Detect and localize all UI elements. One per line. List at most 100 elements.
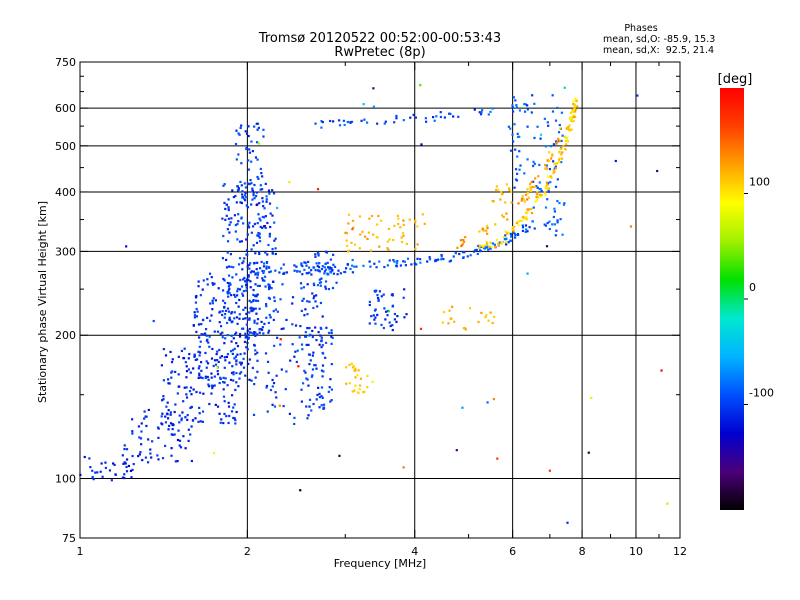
data-point <box>525 228 528 231</box>
data-point <box>170 360 174 364</box>
data-point <box>193 314 197 317</box>
data-point <box>241 292 244 295</box>
data-point <box>547 187 550 190</box>
data-point <box>374 316 377 319</box>
data-point <box>232 406 235 409</box>
data-point <box>274 247 277 250</box>
data-point <box>300 262 303 265</box>
data-point <box>487 248 490 251</box>
data-point <box>258 331 261 334</box>
data-point <box>250 182 253 185</box>
data-point <box>509 239 512 242</box>
data-point <box>489 247 492 250</box>
data-point <box>96 471 99 474</box>
data-point <box>257 231 260 235</box>
data-point <box>206 362 210 365</box>
data-point <box>564 139 567 143</box>
data-point <box>491 242 495 245</box>
data-point <box>321 265 324 268</box>
data-point <box>543 117 546 120</box>
data-point <box>377 214 380 218</box>
data-point <box>279 298 282 301</box>
data-point <box>208 335 211 338</box>
data-point <box>415 263 418 266</box>
data-point <box>265 386 268 389</box>
data-point <box>230 294 233 297</box>
data-point <box>461 406 464 409</box>
data-point <box>198 391 202 394</box>
data-point <box>454 251 457 254</box>
data-point <box>440 254 443 257</box>
data-point <box>314 364 317 367</box>
data-point <box>505 243 508 246</box>
data-point <box>94 471 97 474</box>
data-point <box>250 331 253 334</box>
data-point <box>511 228 514 231</box>
data-point <box>391 305 394 308</box>
data-point <box>352 364 355 368</box>
data-point <box>491 107 494 110</box>
data-point <box>414 247 417 250</box>
data-point <box>205 360 208 363</box>
data-point <box>275 396 278 399</box>
data-point <box>345 366 348 369</box>
data-point <box>160 399 164 402</box>
data-point <box>321 315 324 318</box>
data-point <box>235 381 238 384</box>
data-point <box>301 348 304 351</box>
data-point <box>514 148 517 151</box>
data-point <box>298 270 301 273</box>
data-point <box>201 376 204 380</box>
data-point <box>255 203 258 207</box>
data-point <box>227 310 231 313</box>
data-point <box>206 283 209 286</box>
data-point <box>556 199 559 203</box>
data-point <box>256 284 259 287</box>
data-point <box>318 392 321 395</box>
data-point <box>238 240 242 243</box>
data-point <box>184 416 187 419</box>
data-point <box>575 99 578 102</box>
data-point <box>221 336 224 339</box>
data-point <box>514 234 517 237</box>
data-point <box>275 374 278 377</box>
data-point <box>228 316 231 319</box>
data-point <box>347 222 350 225</box>
data-point <box>406 257 410 260</box>
data-point <box>369 265 372 268</box>
data-point <box>204 376 207 380</box>
data-point <box>160 415 163 418</box>
data-point <box>331 336 334 339</box>
data-point <box>315 398 318 401</box>
data-point <box>314 122 317 125</box>
data-point <box>170 376 173 379</box>
data-point <box>551 94 554 97</box>
data-point <box>558 158 561 161</box>
data-point <box>320 386 324 389</box>
data-point <box>348 382 351 385</box>
data-point <box>572 102 575 106</box>
data-point <box>439 115 443 119</box>
data-point <box>192 388 195 391</box>
data-point <box>269 270 273 273</box>
data-point <box>249 179 252 182</box>
data-point <box>535 193 538 196</box>
data-point <box>373 318 376 321</box>
data-point <box>298 336 301 339</box>
data-point <box>526 191 529 195</box>
data-point <box>222 234 225 238</box>
data-point <box>238 288 242 291</box>
data-point <box>351 264 354 267</box>
data-point <box>274 252 277 256</box>
data-point <box>213 282 216 285</box>
data-point <box>512 230 515 233</box>
data-point <box>320 404 323 407</box>
data-point <box>246 329 249 332</box>
data-point <box>529 182 532 186</box>
data-point <box>530 111 533 114</box>
data-point <box>214 299 218 302</box>
data-point <box>305 343 308 346</box>
data-point <box>274 308 277 311</box>
data-point <box>255 241 259 244</box>
